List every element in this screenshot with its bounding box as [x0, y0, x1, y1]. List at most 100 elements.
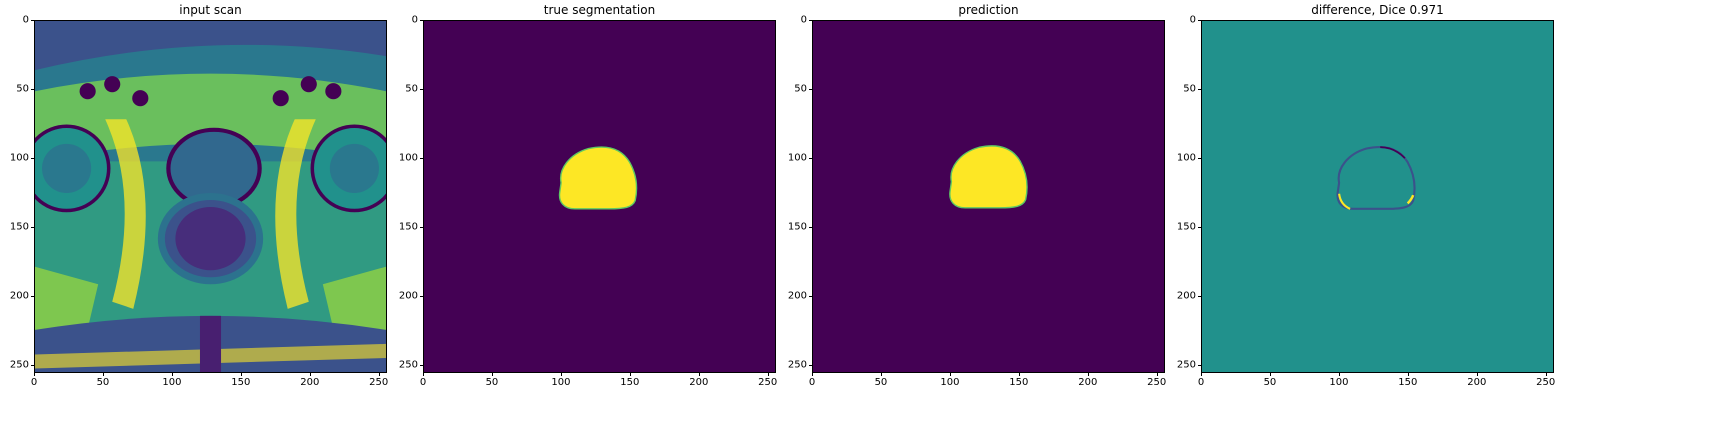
image-pred: [812, 20, 1165, 373]
y-tick-label: 0: [1189, 14, 1196, 26]
y-tick-label: 50: [405, 83, 418, 95]
y-tick-mark: [1198, 295, 1201, 297]
y-tick-mark: [420, 20, 423, 21]
x-tick-mark: [1018, 373, 1020, 376]
y-tick-mark: [31, 157, 34, 159]
y-tick-label: 150: [1176, 221, 1196, 233]
y-tick-label: 200: [1176, 290, 1196, 302]
y-tick-label: 0: [411, 14, 418, 26]
y-tick-label: 250: [787, 359, 807, 371]
x-tick-label: 50: [1263, 377, 1277, 388]
y-tick-label: 200: [398, 290, 418, 302]
x-tick-mark: [949, 373, 951, 376]
y-tick-label: 0: [22, 14, 29, 26]
x-tick-label: 150: [1009, 377, 1029, 388]
x-tick-label: 200: [1078, 377, 1098, 388]
y-tick-label: 150: [398, 221, 418, 233]
x-tick-label: 50: [485, 377, 499, 388]
y-tick-mark: [31, 364, 34, 366]
x-tick-label: 50: [96, 377, 110, 388]
y-tick-label: 100: [1176, 152, 1196, 164]
panel-title: true segmentation: [543, 3, 656, 17]
x-tick-mark: [1476, 373, 1478, 376]
y-tick-mark: [809, 20, 812, 21]
y-tick-mark: [1198, 88, 1201, 90]
x-tick-label: 0: [808, 377, 816, 388]
y-tick-label: 0: [800, 14, 807, 26]
x-tick-label: 250: [1147, 377, 1167, 388]
panel-title: input scan: [179, 3, 242, 17]
y-tick-mark: [31, 226, 34, 228]
x-tick-label: 250: [369, 377, 389, 388]
x-tick-label: 200: [300, 377, 320, 388]
x-tick-mark: [1338, 373, 1340, 376]
y-tick-mark: [1198, 20, 1201, 21]
x-tick-mark: [378, 373, 380, 376]
y-tick-mark: [1198, 364, 1201, 366]
image-truth: [423, 20, 776, 373]
y-tick-label: 50: [1183, 83, 1196, 95]
x-tick-label: 50: [874, 377, 888, 388]
y-tick-mark: [420, 295, 423, 297]
x-tick-label: 0: [1197, 377, 1205, 388]
x-tick-mark: [1201, 373, 1202, 376]
x-tick-mark: [880, 373, 882, 376]
x-tick-mark: [309, 373, 311, 376]
y-tick-label: 150: [787, 221, 807, 233]
x-tick-mark: [1269, 373, 1271, 376]
x-tick-mark: [102, 373, 104, 376]
y-tick-mark: [809, 364, 812, 366]
x-tick-label: 200: [1467, 377, 1487, 388]
y-tick-mark: [420, 157, 423, 159]
y-tick-mark: [809, 157, 812, 159]
y-tick-mark: [809, 88, 812, 90]
x-tick-mark: [1156, 373, 1158, 376]
y-tick-mark: [31, 88, 34, 90]
panel-title: prediction: [958, 3, 1019, 17]
y-tick-label: 100: [398, 152, 418, 164]
x-tick-mark: [240, 373, 242, 376]
y-tick-mark: [420, 226, 423, 228]
y-tick-label: 100: [9, 152, 29, 164]
image-diff: [1201, 20, 1554, 373]
x-tick-label: 150: [620, 377, 640, 388]
x-tick-mark: [1407, 373, 1409, 376]
x-tick-label: 100: [940, 377, 960, 388]
y-tick-mark: [1198, 226, 1201, 228]
x-tick-mark: [698, 373, 700, 376]
y-tick-label: 150: [9, 221, 29, 233]
y-tick-mark: [420, 88, 423, 90]
y-tick-label: 200: [787, 290, 807, 302]
panel-title: difference, Dice 0.971: [1311, 3, 1444, 17]
x-tick-label: 200: [689, 377, 709, 388]
x-tick-label: 150: [1398, 377, 1418, 388]
y-tick-label: 200: [9, 290, 29, 302]
y-tick-mark: [31, 295, 34, 297]
y-tick-label: 250: [1176, 359, 1196, 371]
y-tick-label: 250: [9, 359, 29, 371]
y-tick-mark: [809, 226, 812, 228]
x-tick-mark: [560, 373, 562, 376]
x-tick-label: 150: [231, 377, 251, 388]
y-tick-label: 250: [398, 359, 418, 371]
y-tick-label: 50: [794, 83, 807, 95]
x-tick-label: 100: [551, 377, 571, 388]
x-tick-label: 0: [419, 377, 427, 388]
y-tick-mark: [31, 20, 34, 21]
x-tick-mark: [1087, 373, 1089, 376]
x-tick-label: 250: [1536, 377, 1556, 388]
x-tick-mark: [767, 373, 769, 376]
x-tick-mark: [812, 373, 813, 376]
y-tick-mark: [809, 295, 812, 297]
x-tick-label: 0: [30, 377, 38, 388]
x-tick-label: 100: [1329, 377, 1349, 388]
y-tick-mark: [1198, 157, 1201, 159]
x-tick-mark: [423, 373, 424, 376]
x-tick-mark: [629, 373, 631, 376]
y-tick-label: 50: [16, 83, 29, 95]
x-tick-mark: [1545, 373, 1547, 376]
image-input: [34, 20, 387, 373]
x-tick-mark: [34, 373, 35, 376]
y-tick-label: 100: [787, 152, 807, 164]
